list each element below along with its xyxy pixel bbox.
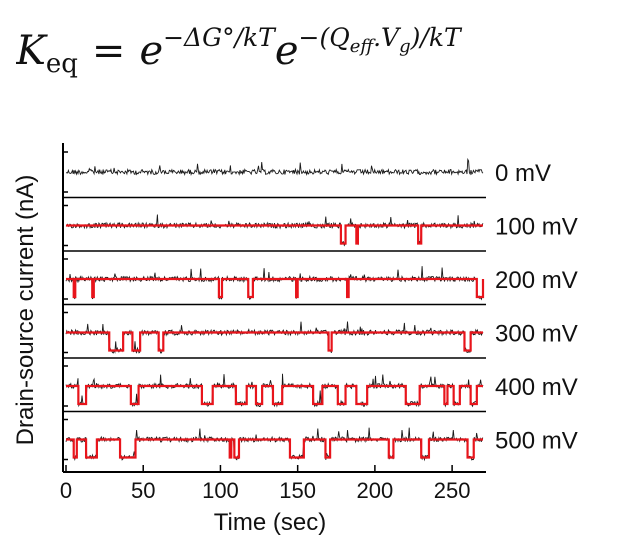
- x-tick-label: 150: [279, 478, 316, 503]
- raw-current-trace: [65, 321, 484, 354]
- eq-exp2-rest: .V: [373, 23, 402, 52]
- series-label: 300 mV: [495, 321, 578, 348]
- raw-current-trace: [65, 214, 484, 247]
- series-label: 500 mV: [495, 428, 578, 455]
- eq-exp2-sub: eff: [350, 36, 377, 57]
- x-tick-label: 0: [60, 478, 72, 503]
- series-labels-layer: 0 mV 100 mV 200 mV 300 mV 400 mV 500 mV: [495, 160, 578, 455]
- eq-equals: =: [92, 28, 126, 74]
- x-axis-label: Time (sec): [214, 509, 326, 536]
- eq-lhs-base: K: [16, 28, 48, 74]
- series-label: 100 mV: [495, 214, 578, 241]
- eq-lhs-sub: eq: [46, 49, 78, 79]
- series-label: 200 mV: [495, 267, 578, 294]
- eq-exp2-tail: )/kT: [410, 23, 463, 52]
- eq-exp1: −ΔG°/kT: [163, 23, 277, 52]
- axes-layer: [62, 143, 486, 473]
- x-tick-label: 200: [357, 478, 394, 503]
- traces-layer: [63, 151, 486, 462]
- x-tick-label: 250: [434, 478, 471, 503]
- idealized-fit-trace: [66, 224, 483, 245]
- x-ticks-layer: 0 50 100 150 200 250: [60, 465, 471, 503]
- raw-current-trace: [65, 157, 484, 177]
- trace-panel: [63, 410, 486, 462]
- eq-base1: e: [139, 28, 163, 74]
- keq-equation: Keq = e−ΔG°/kTe−(Qeff.Vg)/kT: [16, 23, 463, 79]
- idealized-fit-trace: [66, 331, 483, 352]
- trace-panel: [63, 357, 486, 408]
- x-tick-label: 50: [131, 478, 155, 503]
- trace-panel: [63, 250, 486, 301]
- trace-panel: [63, 151, 484, 193]
- eq-exp2-sub2: g: [399, 36, 411, 57]
- raw-current-trace: [65, 266, 484, 301]
- idealized-fit-trace: [66, 277, 485, 299]
- series-label: 400 mV: [495, 374, 578, 401]
- y-axis-label: Drain-source current (nA): [12, 175, 39, 446]
- trace-panel: [63, 196, 486, 247]
- idealized-fit-trace: [66, 438, 483, 459]
- eq-base2: e: [275, 28, 299, 74]
- trace-panel: [63, 303, 486, 354]
- x-tick-label: 100: [202, 478, 239, 503]
- svg-text:Keq=e−ΔG°/kTe−(Qeff.Vg)/kT: Keq = e−ΔG°/kTe−(Qeff.Vg)/kT: [16, 23, 463, 79]
- series-label: 0 mV: [495, 160, 551, 187]
- idealized-fit-trace: [66, 384, 483, 406]
- eq-exp2: −(Q: [299, 23, 350, 52]
